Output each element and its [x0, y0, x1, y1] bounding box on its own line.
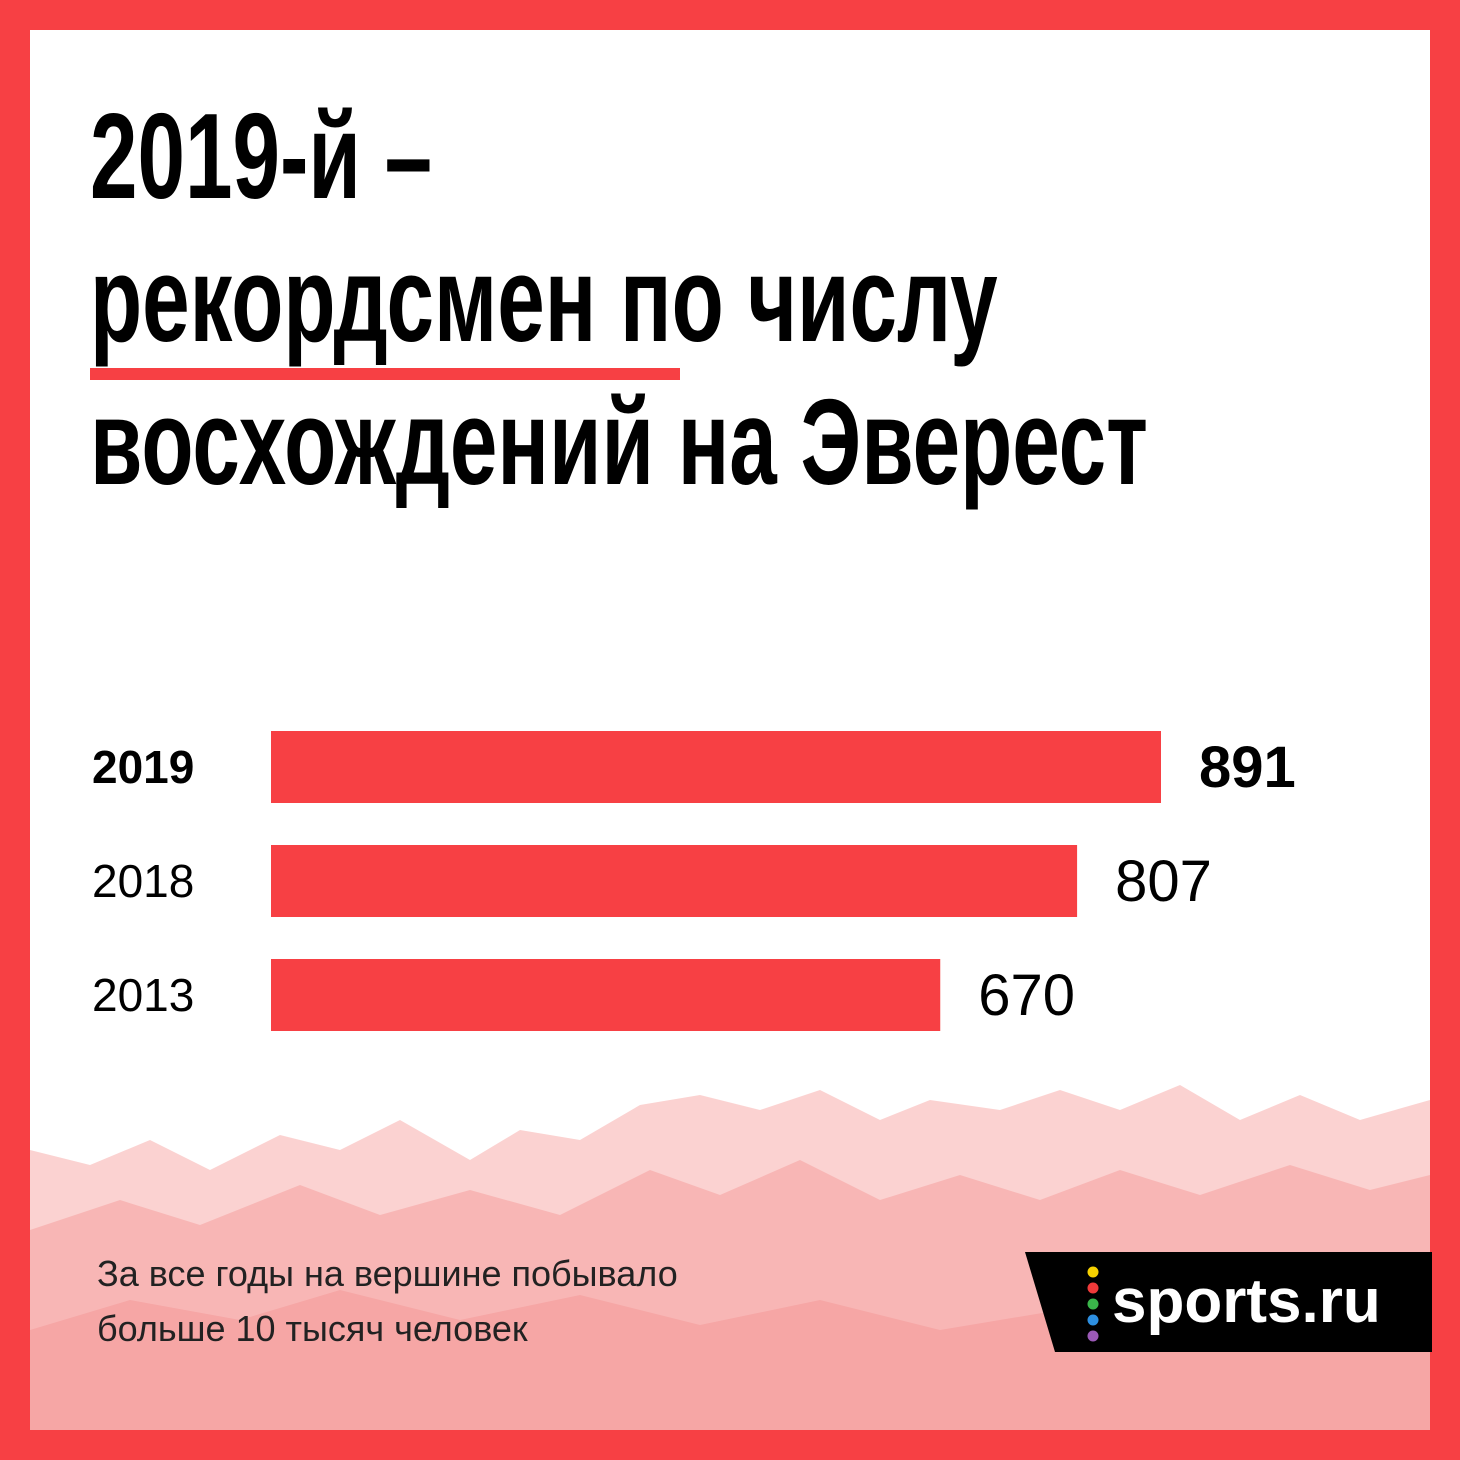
logo-dot — [1087, 1282, 1099, 1294]
footnote-line: За все годы на вершине побывало — [97, 1253, 678, 1294]
value-label: 670 — [978, 963, 1075, 1028]
logo: sports.ru — [1025, 1252, 1432, 1352]
value-label: 891 — [1199, 735, 1296, 800]
logo-dot — [1087, 1314, 1099, 1326]
title-line: 2019-й – — [90, 89, 432, 225]
logo-dot — [1087, 1298, 1099, 1310]
footnote-line: больше 10 тысяч человек — [97, 1308, 528, 1349]
category-label: 2018 — [92, 855, 194, 907]
logo-box — [1025, 1252, 1432, 1352]
logo-dot — [1087, 1266, 1099, 1278]
footnote: За все годы на вершине побывало больше 10… — [97, 1253, 678, 1349]
bar — [271, 845, 1078, 917]
logo-dot — [1087, 1330, 1099, 1342]
title-line: рекордсмен по числу — [90, 232, 998, 368]
title-underline — [90, 368, 680, 380]
bar-chart: 2019 891 2018 807 2013 670 — [92, 731, 1296, 1031]
value-label: 807 — [1115, 849, 1212, 914]
bar — [271, 959, 941, 1031]
logo-text: sports.ru — [1112, 1267, 1381, 1336]
bar — [271, 731, 1161, 803]
category-label: 2019 — [92, 741, 194, 793]
title-line: восхождений на Эверест — [90, 375, 1148, 511]
category-label: 2013 — [92, 969, 194, 1021]
